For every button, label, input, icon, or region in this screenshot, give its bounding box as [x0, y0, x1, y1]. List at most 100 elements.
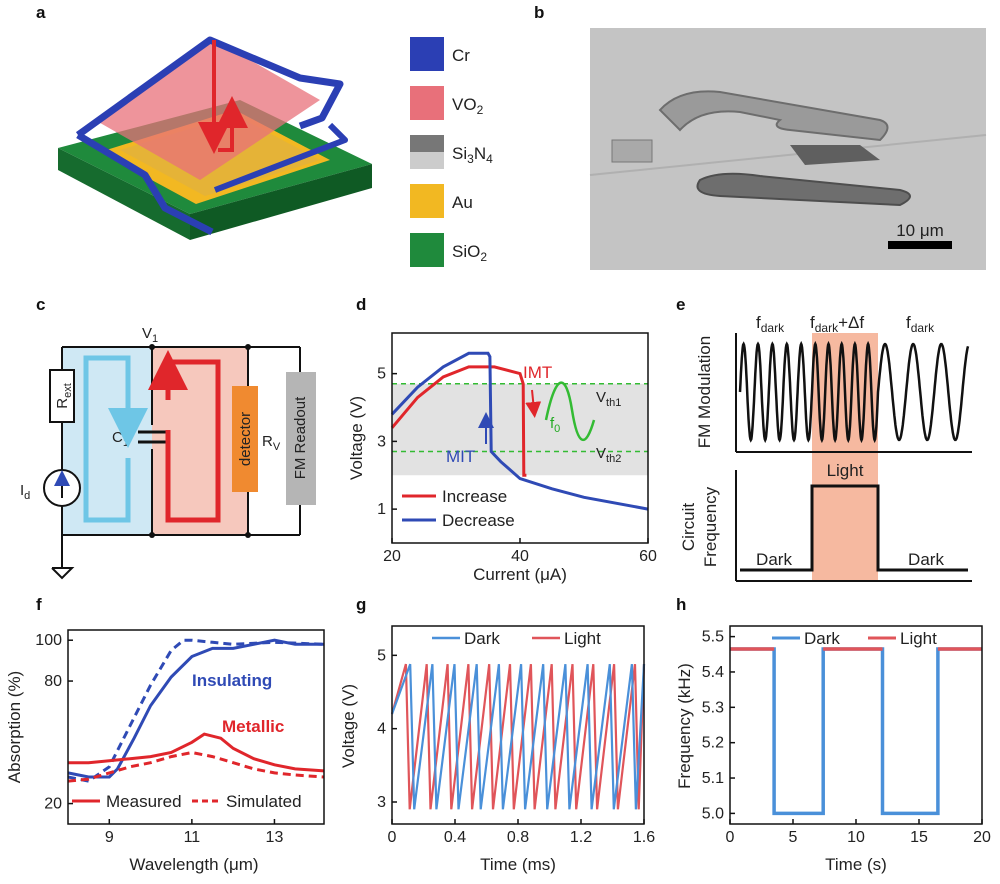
- panel-g-ylabel: Voltage (V): [339, 684, 358, 768]
- charge-loop-path: [83, 355, 131, 523]
- threshold-band: [392, 383, 648, 476]
- panel-f-axes: 9 11 13 20 80 100: [35, 632, 283, 846]
- legend-label-dark: Dark: [804, 629, 840, 648]
- panel-h-axes: 0 5 10 15 20 5.0 5.1 5.2 5.3 5.4 5.5: [702, 629, 991, 846]
- panel-b: b 10 μm: [534, 3, 987, 270]
- fm-readout-box: [286, 372, 316, 505]
- legend-label-decrease: Decrease: [442, 511, 515, 530]
- fdark-left-label: fdark: [756, 313, 785, 335]
- circuit-frequency-step: [740, 484, 968, 572]
- panel-label-d: d: [356, 295, 366, 314]
- panel-d-axes: 20 40 60 1 3 5: [377, 366, 657, 565]
- x-tick-label: 10: [847, 829, 865, 846]
- reflected-light-arrow: [216, 96, 248, 152]
- x-tick-label: 1.2: [570, 829, 592, 846]
- panel-g-xlabel: Time (ms): [480, 855, 556, 874]
- y-tick-label: 5: [377, 366, 386, 383]
- panel-f: f 9 11 13 20 80 100 Wavelength (μm) Absorptio…: [5, 595, 325, 874]
- y-tick-label: 80: [44, 673, 62, 690]
- f0-waveform: [544, 381, 596, 442]
- dark-series-line: [390, 663, 646, 810]
- x-tick-label: 40: [511, 548, 529, 565]
- insulating-simulated-line: [67, 638, 325, 783]
- x-tick-label: 20: [383, 548, 401, 565]
- sio2-right-face: [190, 164, 372, 240]
- panel-e-ylabel-bottom-2: Frequency: [701, 486, 720, 567]
- y-tick-label: 5.4: [702, 664, 724, 681]
- sem-anchor-pad: [611, 139, 653, 163]
- y-tick-label: 5.5: [702, 629, 724, 646]
- y-tick-label: 5.3: [702, 699, 724, 716]
- panel-e-ylabel-top: FM Modulation: [695, 336, 714, 448]
- panel-e-ylabel-bottom-1: Circuit: [679, 503, 698, 551]
- panel-h-ylabel: Frequency (kHz): [675, 663, 694, 789]
- vo2-layer: [95, 40, 320, 180]
- legend-label-vo2: VO2: [452, 95, 484, 117]
- x-tick-label: 9: [105, 829, 114, 846]
- scalebar-label: 10 μm: [896, 221, 944, 240]
- x-tick-label: 0: [726, 829, 735, 846]
- sio2-left-face: [58, 148, 190, 240]
- node-v1: [149, 344, 155, 350]
- metallic-label: Metallic: [222, 717, 284, 736]
- panel-label-e: e: [676, 295, 685, 314]
- y-tick-label: 4: [377, 721, 386, 738]
- panel-d-xlabel: Current (μA): [473, 565, 567, 584]
- node-bottom-1: [149, 532, 155, 538]
- rv-label: RV: [262, 433, 281, 453]
- id-label: Id: [20, 482, 30, 502]
- x-tick-label: 1.6: [633, 829, 655, 846]
- panel-a: a: [36, 3, 372, 240]
- v1-label: V1: [142, 325, 158, 345]
- panel-c: c Rext Id C1 V1 detector RV FM Readout: [20, 295, 316, 580]
- y-tick-label: 1: [377, 501, 386, 518]
- y-tick-label: 3: [377, 433, 386, 450]
- panel-d: d 20 40 60 1 3 5 Current (μA) Voltage (V) IMT…: [347, 295, 657, 584]
- mit-label: MIT: [446, 447, 475, 466]
- panel-g-axes: 0 0.4 0.8 1.2 1.6 3 4 5: [377, 647, 655, 846]
- legend-label-au: Au: [452, 193, 473, 212]
- cr-trace-bottom: [76, 131, 214, 236]
- legend-label-simulated: Simulated: [226, 792, 302, 811]
- detector-box: [232, 386, 258, 492]
- x-tick-label: 13: [266, 829, 284, 846]
- y-tick-label: 5.2: [702, 735, 724, 752]
- dark-left-label: Dark: [756, 550, 792, 569]
- ground-symbol: [51, 567, 75, 580]
- panel-a-legend: Cr VO2 Si3N4 Au SiO2: [410, 37, 493, 267]
- legend-label-si3n4: Si3N4: [452, 144, 493, 166]
- y-tick-label: 5: [377, 647, 386, 664]
- fdark-right-label: fdark: [906, 313, 935, 335]
- fdark-delta-label: fdark+Δf: [810, 313, 864, 335]
- x-tick-label: 0: [388, 829, 397, 846]
- f0-label: f0: [550, 415, 560, 435]
- x-tick-label: 0.4: [444, 829, 466, 846]
- decrease-series-line: [390, 351, 649, 511]
- increase-series-line: [390, 365, 527, 477]
- panel-f-xlabel: Wavelength (μm): [129, 855, 258, 874]
- rext-resistor: [49, 369, 75, 423]
- legend-swatch-au: [410, 184, 444, 218]
- legend-label-dark: Dark: [464, 629, 500, 648]
- panel-label-c: c: [36, 295, 45, 314]
- y-tick-label: 3: [377, 794, 386, 811]
- x-tick-label: 60: [639, 548, 657, 565]
- insulating-label: Insulating: [192, 671, 272, 690]
- x-tick-label: 5: [789, 829, 798, 846]
- sem-upper-arm: [658, 90, 889, 142]
- legend-label-increase: Increase: [442, 487, 507, 506]
- legend-label-sio2: SiO2: [452, 242, 487, 264]
- legend-label-cr: Cr: [452, 46, 470, 65]
- sem-image-background: [590, 28, 986, 270]
- legend-swatch-cr: [410, 37, 444, 71]
- light-label: Light: [827, 461, 864, 480]
- x-tick-label: 20: [973, 829, 991, 846]
- panel-label-g: g: [356, 595, 366, 614]
- legend-label-light: Light: [564, 629, 601, 648]
- panel-g-legend-bg: [428, 628, 618, 652]
- imt-arrow: [525, 389, 542, 418]
- legend-swatch-sio2: [410, 233, 444, 267]
- fm-modulation-wave: [738, 340, 970, 444]
- x-tick-label: 11: [184, 829, 201, 846]
